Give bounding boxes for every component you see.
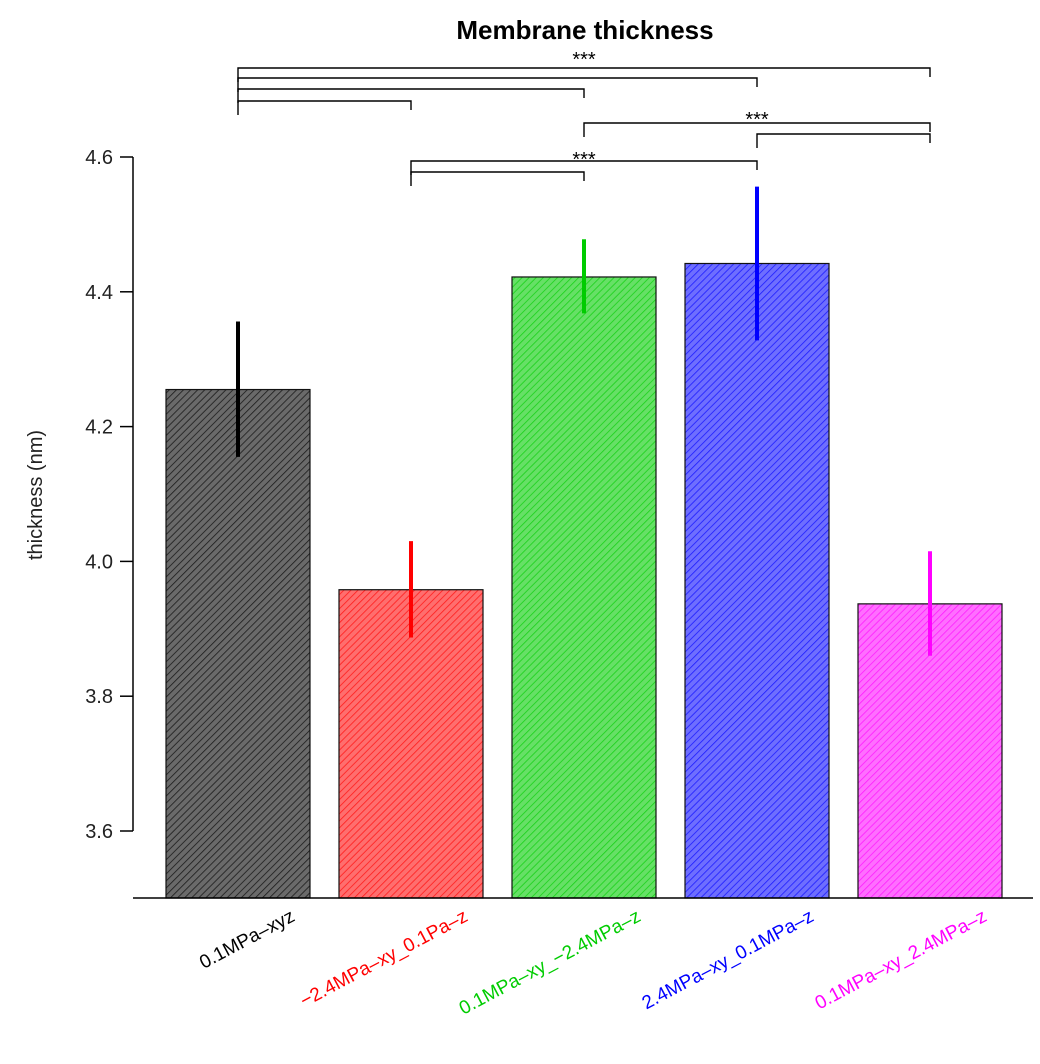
- bar-2: [338, 589, 484, 899]
- significance-bracket: [756, 133, 931, 148]
- category-label-2: −2.4MPa–xy_0.1Pa–z: [297, 906, 471, 1012]
- significance-label: ***: [745, 109, 769, 131]
- y-axis: 3.6 3.8 4.0 4.2 4.4 4.6: [85, 147, 134, 843]
- chart-title: Membrane thickness: [456, 15, 713, 45]
- significance-bracket: [583, 122, 931, 137]
- error-bars: [236, 186, 932, 656]
- significance-bracket: [237, 77, 758, 92]
- bar-1: [165, 388, 311, 899]
- significance-label: ***: [572, 149, 596, 171]
- category-label-1: 0.1MPa–xyz: [196, 906, 298, 974]
- y-tick-label: 4.0: [85, 551, 113, 573]
- significance-brackets: *** *** ***: [237, 49, 931, 186]
- y-tick-label: 4.6: [85, 147, 113, 169]
- y-tick-label: 4.2: [85, 417, 113, 439]
- significance-bracket: [410, 160, 758, 175]
- significance-bracket: [237, 88, 585, 103]
- significance-bracket: [410, 171, 585, 186]
- y-tick-label: 3.6: [85, 821, 113, 843]
- significance-bracket: [237, 67, 931, 82]
- y-axis-label: thickness (nm): [25, 430, 47, 560]
- bar-4: [684, 262, 830, 899]
- bar-3: [511, 276, 657, 899]
- category-label-5: 0.1MPa–xy_2.4MPa–z: [812, 906, 991, 1014]
- bars: [165, 262, 1003, 899]
- significance-bracket: [237, 100, 412, 115]
- category-label-4: 2.4MPa–xy_0.1MPa–z: [639, 906, 818, 1014]
- y-tick-label: 3.8: [85, 686, 113, 708]
- y-tick-label: 4.4: [85, 282, 113, 304]
- significance-label: ***: [572, 49, 596, 71]
- x-axis-labels: 0.1MPa–xyz−2.4MPa–xy_0.1Pa–z0.1MPa–xy_−2…: [196, 906, 990, 1019]
- category-label-3: 0.1MPa–xy_−2.4MPa–z: [456, 906, 644, 1019]
